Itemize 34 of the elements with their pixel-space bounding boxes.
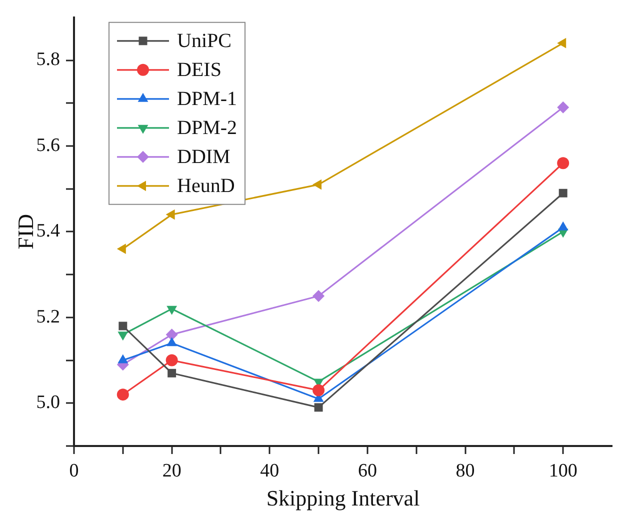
point [312,290,325,302]
point [166,306,178,315]
legend-label: DPM-2 [177,117,238,140]
x-tick-label: 40 [260,460,280,482]
x-tick-label: 0 [69,460,79,482]
legend-label: DPM-1 [177,88,238,110]
point [118,322,128,330]
y-tick-label: 5.8 [36,49,60,70]
y-tick-label: 5.4 [36,220,60,242]
point [116,388,129,401]
point [558,188,568,198]
point [168,368,176,378]
point [557,38,566,48]
x-tick-label: 20 [162,460,182,482]
x-tick-label: 80 [456,460,475,482]
point [557,101,570,114]
text: 5.0 [36,392,60,414]
point [312,179,322,190]
point [557,157,570,170]
legend-label: HeunD [177,175,235,198]
x-axis-title: Skipping Interval [266,486,420,511]
point [166,354,178,366]
point [314,403,323,412]
x-tick-label: 60 [358,460,377,482]
point [166,328,178,341]
legend-label: UniPC [177,30,232,52]
x-tick-label: 100 [548,460,578,482]
point [312,384,325,396]
y-tick-label: 5.6 [36,134,60,156]
legend-label: DDIM [177,146,231,168]
y-tick-label: 5.2 [36,306,60,328]
legend-label: DEIS [177,59,222,82]
point [118,332,128,341]
y-axis-title: FID [12,214,38,250]
